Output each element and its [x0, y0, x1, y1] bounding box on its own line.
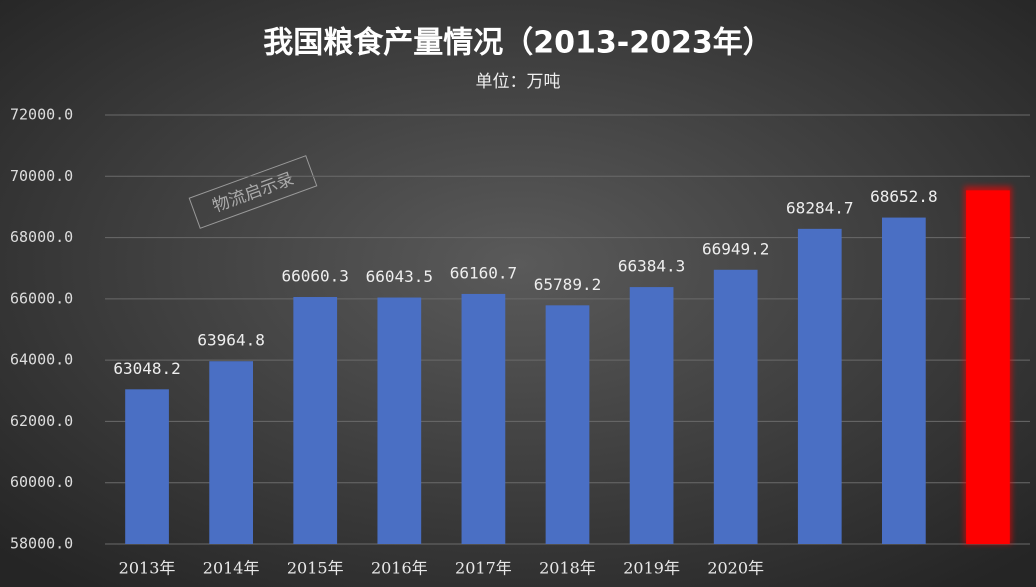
value-label: 63964.8: [197, 331, 264, 350]
y-tick-label: 62000.0: [10, 412, 73, 430]
bar: [966, 190, 1010, 545]
value-label: 65789.2: [534, 275, 601, 294]
bar: [293, 297, 338, 544]
x-tick-label: 2017年: [455, 559, 512, 578]
y-tick-label: 64000.0: [10, 351, 73, 369]
x-tick-label: 2018年: [539, 559, 596, 578]
value-label: 66949.2: [702, 239, 769, 258]
bar: [797, 228, 842, 544]
bar: [461, 293, 506, 544]
y-tick-label: 58000.0: [10, 535, 73, 553]
value-label: 66160.7: [450, 263, 517, 282]
x-tick-label: 2016年: [371, 559, 428, 578]
bar: [545, 305, 590, 544]
y-tick-label: 60000.0: [10, 473, 73, 491]
x-tick-label: 2013年: [119, 559, 176, 578]
value-label: 66384.3: [618, 257, 685, 276]
value-label: 68284.7: [786, 198, 853, 217]
chart-subtitle: 单位：万吨: [476, 72, 561, 92]
value-label: 68652.8: [870, 187, 937, 206]
bar: [125, 389, 169, 544]
y-tick-label: 68000.0: [10, 228, 73, 246]
bar: [629, 287, 674, 544]
y-tick-label: 66000.0: [10, 289, 73, 307]
y-tick-label: 72000.0: [10, 106, 73, 124]
chart-title: 我国粮食产量情况（2013-2023年）: [263, 26, 772, 61]
x-tick-label: 2014年: [203, 559, 260, 578]
bar: [209, 361, 253, 544]
bar: [882, 217, 926, 545]
value-label: 66060.3: [282, 267, 349, 286]
y-tick-label: 70000.0: [10, 167, 73, 185]
value-label: 63048.2: [113, 359, 180, 378]
x-tick-label: 2015年: [287, 559, 344, 578]
watermark-box: [188, 155, 318, 229]
x-tick-label: 2020年: [707, 559, 764, 578]
bar: [377, 297, 422, 544]
x-tick-label: 2019年: [623, 559, 680, 578]
value-label: 66043.5: [366, 267, 433, 286]
bar: [713, 269, 758, 544]
